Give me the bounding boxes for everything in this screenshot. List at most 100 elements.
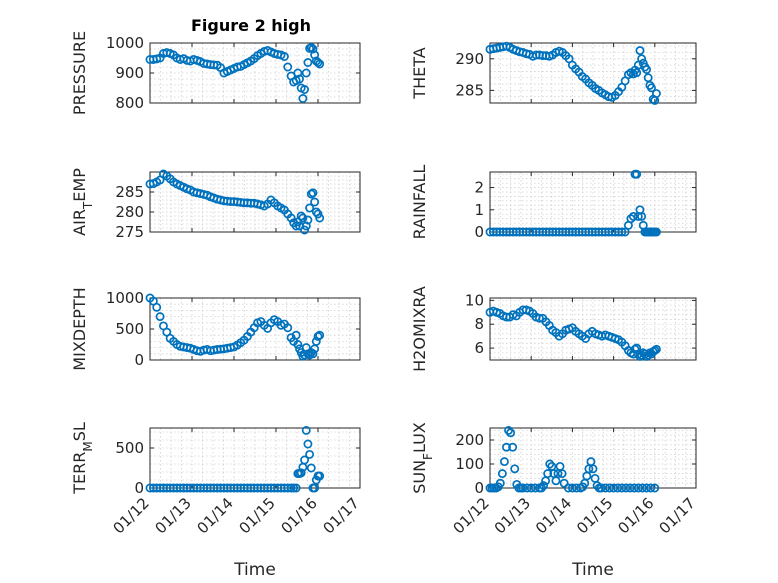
data-points bbox=[485, 425, 660, 493]
x-tick-label: 01/12 bbox=[450, 494, 493, 537]
y-label-subscript: F bbox=[421, 453, 435, 460]
data-point bbox=[495, 478, 505, 488]
y-axis-label: PRESSURE bbox=[70, 31, 89, 115]
x-tick-label: 01/13 bbox=[491, 494, 534, 537]
data-point bbox=[526, 483, 536, 493]
data-point bbox=[633, 483, 643, 493]
y-tick-label: 500 bbox=[115, 320, 144, 338]
data-point bbox=[651, 227, 661, 237]
y-axis-label: AIRTEMP bbox=[70, 168, 95, 236]
x-axis-label: Time bbox=[571, 560, 614, 580]
data-point bbox=[621, 483, 631, 493]
x-axis-label: Time bbox=[233, 560, 276, 580]
data-points bbox=[145, 293, 325, 361]
y-tick-label: 10 bbox=[465, 291, 484, 309]
y-tick-label: 275 bbox=[115, 223, 144, 241]
data-point bbox=[305, 203, 315, 213]
data-point bbox=[628, 211, 638, 221]
y-axis-label: TERRMSL bbox=[70, 422, 95, 495]
x-tick-label: 01/14 bbox=[532, 494, 575, 537]
axes-box bbox=[149, 171, 361, 233]
y-tick-label: 0 bbox=[134, 479, 144, 497]
y-tick-label: 1000 bbox=[106, 289, 144, 307]
data-point bbox=[296, 211, 306, 221]
y-tick-label: 285 bbox=[455, 81, 484, 99]
subplot-6: 6 8 10 H2OMIXRA bbox=[410, 286, 697, 372]
data-point bbox=[298, 94, 308, 103]
data-point bbox=[609, 483, 619, 493]
y-tick-label: 0 bbox=[134, 351, 144, 369]
data-point bbox=[308, 349, 318, 359]
axes-box bbox=[489, 42, 697, 104]
y-axis-label: H2OMIXRA bbox=[410, 286, 429, 372]
y-tick-label: 1000 bbox=[106, 34, 144, 52]
data-point bbox=[313, 58, 323, 67]
y-label-subscript: T bbox=[81, 201, 95, 210]
data-point bbox=[620, 227, 630, 237]
y-axis-label: MIXDEPTH bbox=[70, 287, 89, 370]
data-point bbox=[313, 331, 323, 341]
data-point bbox=[605, 483, 614, 493]
y-tick-label: 8 bbox=[474, 315, 484, 333]
data-points bbox=[485, 41, 661, 105]
y-tick-label: 900 bbox=[115, 64, 144, 82]
data-point bbox=[617, 227, 627, 237]
data-points bbox=[145, 43, 325, 103]
data-point bbox=[508, 442, 518, 452]
x-tick-label: 01/16 bbox=[614, 494, 657, 537]
data-point bbox=[308, 188, 318, 198]
data-point bbox=[567, 483, 577, 493]
y-tick-label: 1 bbox=[474, 201, 484, 219]
data-point bbox=[306, 43, 316, 52]
data-points bbox=[485, 305, 661, 361]
data-point bbox=[522, 483, 532, 493]
y-tick-label: 800 bbox=[115, 94, 144, 112]
data-point bbox=[310, 483, 320, 493]
data-point bbox=[537, 483, 546, 493]
x-tick-label: 01/15 bbox=[573, 494, 616, 537]
data-point bbox=[293, 340, 303, 349]
data-point bbox=[647, 83, 656, 93]
data-point bbox=[651, 89, 661, 98]
data-point bbox=[635, 46, 645, 56]
data-point bbox=[283, 62, 293, 72]
data-point bbox=[551, 476, 561, 486]
data-point bbox=[310, 197, 320, 207]
data-point bbox=[555, 461, 565, 471]
data-point bbox=[301, 68, 311, 78]
subplot-3: 275 280 285 AIRTEMP bbox=[70, 168, 361, 241]
y-tick-label: 6 bbox=[474, 339, 484, 357]
data-point bbox=[596, 483, 606, 493]
x-tick-label: 01/17 bbox=[320, 494, 363, 537]
subplot-4: 0 1 2 RAINFALL bbox=[410, 165, 697, 241]
y-label-part: LUX bbox=[410, 422, 429, 453]
data-point bbox=[637, 54, 647, 64]
y-axis-label: SUNFLUX bbox=[410, 422, 435, 494]
data-point bbox=[600, 483, 610, 493]
subplot-1: 800 900 1000 PRESSURE bbox=[70, 31, 361, 115]
data-point bbox=[632, 343, 642, 353]
data-point bbox=[629, 483, 639, 493]
data-point bbox=[518, 483, 528, 493]
data-point bbox=[642, 65, 652, 74]
data-point bbox=[279, 52, 289, 61]
data-point bbox=[295, 74, 304, 84]
data-point bbox=[534, 313, 544, 323]
y-axis-label: RAINFALL bbox=[410, 165, 429, 240]
y-tick-label: 280 bbox=[115, 203, 144, 221]
data-point bbox=[506, 428, 516, 438]
data-point bbox=[315, 59, 325, 69]
data-point bbox=[557, 469, 567, 479]
y-tick-label: 285 bbox=[115, 183, 144, 201]
data-point bbox=[306, 463, 316, 473]
y-tick-label: 2 bbox=[474, 179, 484, 197]
y-tick-label: 0 bbox=[474, 223, 484, 241]
data-point bbox=[637, 483, 647, 493]
data-point bbox=[530, 483, 540, 493]
y-label-part: SL bbox=[70, 422, 89, 441]
data-point bbox=[152, 302, 162, 312]
data-point bbox=[303, 439, 313, 449]
data-point bbox=[637, 211, 647, 221]
